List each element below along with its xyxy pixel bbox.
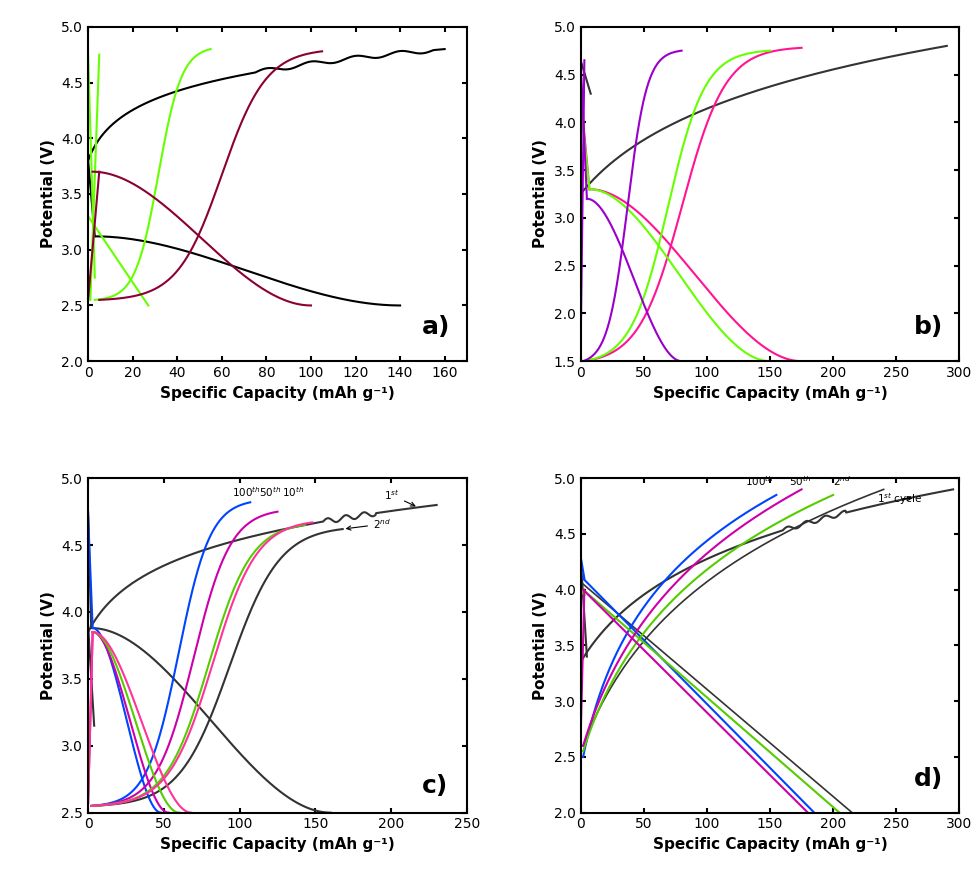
Text: 100$^{th}$: 100$^{th}$ <box>744 474 773 488</box>
Text: 1$^{st}$: 1$^{st}$ <box>383 488 415 506</box>
Text: 50$^{th}$: 50$^{th}$ <box>788 474 811 488</box>
Text: b): b) <box>913 315 942 339</box>
X-axis label: Specific Capacity (mAh g⁻¹): Specific Capacity (mAh g⁻¹) <box>652 837 886 852</box>
Text: 10$^{th}$: 10$^{th}$ <box>282 485 304 499</box>
Text: 1$^{st}$ cycle: 1$^{st}$ cycle <box>876 491 921 506</box>
Text: a): a) <box>422 315 450 339</box>
Text: d): d) <box>913 767 942 791</box>
Text: 2$^{nd}$: 2$^{nd}$ <box>832 474 850 488</box>
Text: 2$^{nd}$: 2$^{nd}$ <box>346 517 390 531</box>
X-axis label: Specific Capacity (mAh g⁻¹): Specific Capacity (mAh g⁻¹) <box>652 386 886 401</box>
Y-axis label: Potential (V): Potential (V) <box>41 139 56 248</box>
Text: 50$^{th}$: 50$^{th}$ <box>259 485 282 499</box>
X-axis label: Specific Capacity (mAh g⁻¹): Specific Capacity (mAh g⁻¹) <box>160 386 394 401</box>
Text: 100$^{th}$: 100$^{th}$ <box>232 485 261 499</box>
Y-axis label: Potential (V): Potential (V) <box>533 591 548 700</box>
Text: c): c) <box>422 773 447 797</box>
Y-axis label: Potential (V): Potential (V) <box>533 139 548 248</box>
Y-axis label: Potential (V): Potential (V) <box>41 591 56 700</box>
X-axis label: Specific Capacity (mAh g⁻¹): Specific Capacity (mAh g⁻¹) <box>160 837 394 852</box>
